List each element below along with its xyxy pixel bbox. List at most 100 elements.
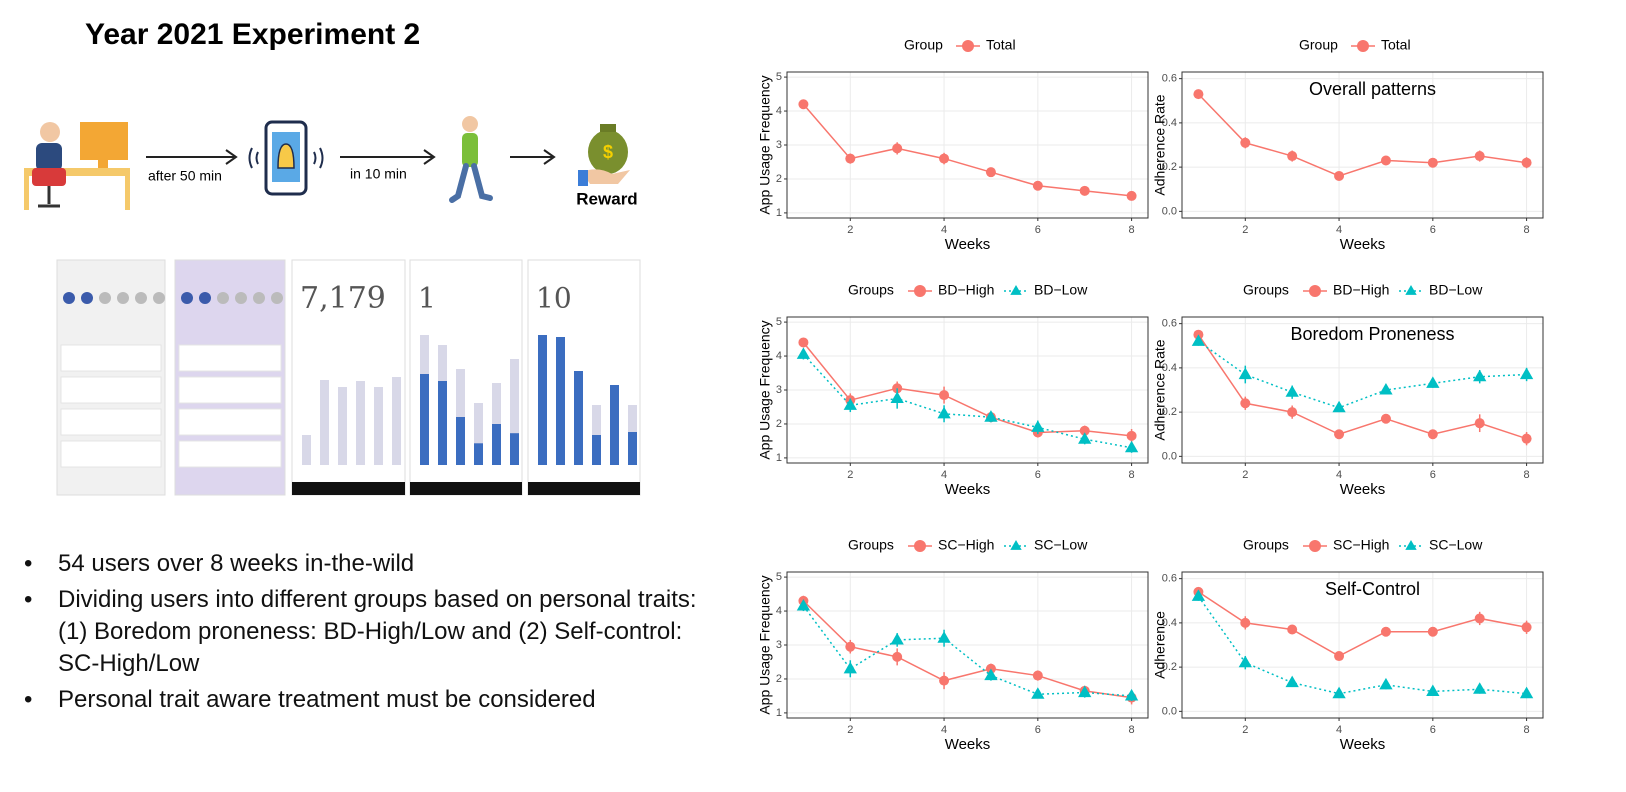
point xyxy=(1287,624,1298,635)
legend-marker xyxy=(1309,540,1321,552)
legend-label: BD−High xyxy=(1333,282,1389,298)
arrow-head xyxy=(423,149,436,165)
legend-title: Group xyxy=(904,37,943,53)
point xyxy=(1334,429,1345,440)
screen-icon xyxy=(117,292,129,304)
x-tick-label: 4 xyxy=(1336,224,1342,236)
point xyxy=(1519,367,1534,380)
y-tick-label: 3 xyxy=(776,639,782,651)
flow-label: Reward xyxy=(576,189,637,208)
point xyxy=(843,398,857,410)
screen-bar xyxy=(374,387,383,465)
point xyxy=(984,410,998,422)
x-tick-label: 6 xyxy=(1035,224,1041,236)
screen-bar xyxy=(492,424,501,465)
point xyxy=(937,406,951,419)
x-tick-label: 4 xyxy=(941,469,947,481)
series-line xyxy=(802,600,1132,699)
screen-bar xyxy=(456,417,465,465)
point xyxy=(1473,369,1487,382)
point xyxy=(1238,367,1252,380)
point xyxy=(1426,376,1440,388)
point xyxy=(1380,413,1391,424)
legend-title: Groups xyxy=(1243,537,1289,553)
y-tick-label: 0.6 xyxy=(1162,318,1177,330)
x-tick-label: 6 xyxy=(1430,469,1436,481)
point xyxy=(1426,684,1440,697)
x-tick-label: 8 xyxy=(1524,469,1530,481)
point xyxy=(796,347,811,359)
screen-bar xyxy=(538,335,547,465)
screen-icon xyxy=(199,292,211,304)
screen-bar xyxy=(474,443,483,465)
point xyxy=(892,143,903,154)
screen-value: 10 xyxy=(536,282,572,315)
y-tick-label: 0.0 xyxy=(1162,205,1177,217)
point xyxy=(1474,418,1485,429)
point xyxy=(1126,190,1137,201)
plot-area xyxy=(1182,317,1543,463)
screen-card xyxy=(60,440,162,468)
legend-marker xyxy=(1010,285,1022,295)
screen-icon xyxy=(63,292,75,304)
screen-icon xyxy=(181,292,193,304)
series-line xyxy=(802,341,1132,437)
y-tick-label: 0.6 xyxy=(1162,73,1177,85)
point xyxy=(1031,420,1045,432)
y-tick-label: 0.4 xyxy=(1162,617,1177,629)
point xyxy=(1332,686,1346,699)
screen-bar xyxy=(356,381,365,465)
point xyxy=(1124,440,1139,453)
point xyxy=(1079,185,1090,196)
point xyxy=(843,661,857,674)
y-tick-label: 2 xyxy=(776,673,782,685)
series-line xyxy=(1197,340,1527,409)
point xyxy=(845,641,856,652)
legend-label: SC−High xyxy=(1333,537,1389,553)
point xyxy=(798,337,809,348)
legend-marker xyxy=(1357,40,1369,52)
screen-bar xyxy=(610,385,619,465)
bullet: 54 users over 8 weeks in-the-wild xyxy=(22,548,702,580)
screen-bar xyxy=(420,374,429,465)
x-tick-label: 8 xyxy=(1129,224,1135,236)
bullet: Dividing users into different groups bas… xyxy=(22,584,702,680)
point xyxy=(845,153,856,164)
point xyxy=(1521,433,1532,444)
y-tick-label: 0.2 xyxy=(1162,661,1177,673)
point xyxy=(1191,589,1206,601)
x-tick-label: 8 xyxy=(1524,224,1530,236)
y-tick-label: 1 xyxy=(776,207,782,219)
x-tick-label: 8 xyxy=(1129,469,1135,481)
screen-bar xyxy=(510,433,519,465)
series-line xyxy=(802,605,1132,697)
series-line xyxy=(1197,334,1527,440)
point xyxy=(1031,687,1045,699)
point xyxy=(798,99,809,110)
y-tick-label: 1 xyxy=(776,707,782,719)
screen-icon xyxy=(217,292,229,304)
x-axis-label: Weeks xyxy=(1340,236,1386,253)
annotation: Overall patterns xyxy=(1309,79,1436,99)
arrow-head xyxy=(543,149,556,165)
point xyxy=(1521,157,1532,168)
x-tick-label: 2 xyxy=(1242,469,1248,481)
point xyxy=(796,598,811,611)
x-axis-label: Weeks xyxy=(945,481,991,498)
legend-label: BD−Low xyxy=(1429,282,1483,298)
y-tick-label: 0.4 xyxy=(1162,117,1177,129)
legend-marker xyxy=(1405,285,1417,295)
screen-navbar xyxy=(292,482,405,495)
point xyxy=(1126,430,1137,441)
slide-title: Year 2021 Experiment 2 xyxy=(85,18,420,51)
desk-icon xyxy=(24,122,130,210)
screen-card xyxy=(60,376,162,404)
x-tick-label: 2 xyxy=(847,724,853,736)
point xyxy=(985,167,996,178)
y-axis-label: App Usage Frequency xyxy=(757,75,773,214)
legend-marker xyxy=(962,40,974,52)
plot-border xyxy=(1181,316,1544,464)
point xyxy=(1380,626,1391,637)
plot-border xyxy=(1181,71,1544,219)
screen-navbar xyxy=(528,482,640,495)
